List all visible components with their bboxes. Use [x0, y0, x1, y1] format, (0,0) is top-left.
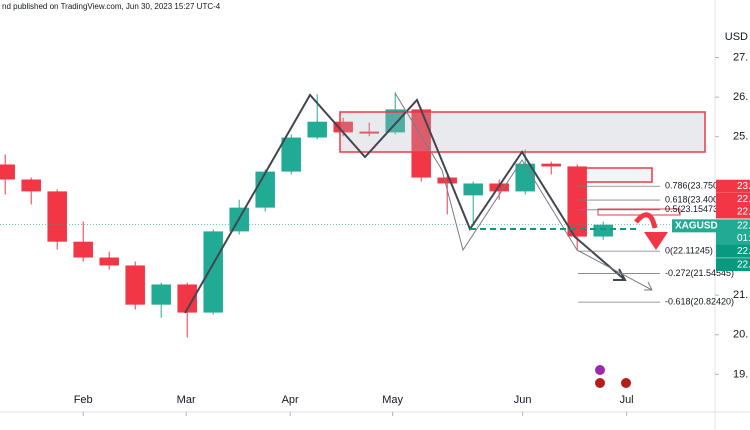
price-tag: [716, 192, 750, 206]
price-tag: [716, 205, 750, 219]
fib-label: 0.786(23.75091): [665, 181, 731, 191]
y-tick-label: 27.: [733, 51, 748, 63]
candle-body: [47, 191, 67, 242]
y-tick-label: 20.: [733, 329, 748, 341]
candle-body: [333, 121, 353, 133]
candle-body: [593, 224, 613, 237]
candle-body: [203, 231, 223, 313]
price-tag-label: 22.: [737, 259, 750, 270]
candle-body: [0, 164, 15, 180]
flag-icon: [595, 378, 605, 388]
x-tick-label: Mar: [177, 394, 196, 406]
zone-box: [584, 167, 653, 183]
price-tag: [716, 219, 750, 233]
price-tag: [716, 232, 750, 246]
fib-label: -0.272(21.54545): [665, 268, 734, 278]
candle-body: [177, 284, 197, 313]
price-tag-label: 23.: [737, 181, 750, 192]
candle-body: [307, 121, 327, 138]
price-tag: [716, 258, 750, 272]
header: nd published on TradingView.com, Jun 30,…: [2, 2, 221, 11]
symbol-label: XAGUSD: [675, 220, 718, 231]
curved-arrow: [634, 212, 658, 229]
y-tick-label: 19.: [733, 368, 748, 380]
candle-body: [359, 131, 379, 134]
zigzag: [184, 93, 626, 314]
y-tick-label: 25.: [733, 131, 748, 143]
candle-body: [99, 257, 119, 266]
x-tick-label: Jun: [514, 394, 532, 406]
x-tick-label: Jul: [620, 394, 634, 406]
candle-body: [281, 137, 301, 172]
event-icon: [595, 365, 605, 375]
x-tick-label: May: [382, 394, 403, 406]
drawings: 0.786(23.75091) 0.618(23.40070)0.5(23.154…: [184, 92, 734, 388]
candle-body: [437, 177, 457, 184]
candle-body: [255, 171, 275, 208]
supply-zone: [339, 111, 706, 153]
fib-label: -0.618(20.82420): [665, 296, 734, 306]
candle-body: [73, 241, 93, 258]
arrow-head: [613, 268, 627, 281]
candle-body: [21, 179, 41, 192]
price-tag-label: 22.: [737, 207, 750, 218]
price-tag-label: 22.: [737, 220, 750, 231]
candle-body: [515, 163, 535, 192]
candle-body: [567, 166, 587, 237]
fib-label: 0(22.11245): [665, 245, 713, 255]
price-tags: 23. 22. 22. 22. 01: 22. 22. XAGUSD: [672, 179, 750, 272]
x-tick-label: Apr: [282, 394, 299, 406]
zone-box: [597, 208, 681, 216]
candle-body: [125, 265, 145, 305]
candle-body: [463, 183, 483, 196]
price-tag-label: 01:: [737, 233, 750, 244]
x-tick-label: Feb: [74, 394, 93, 406]
curved-arrow-head: [644, 232, 668, 250]
price-tag-label: 22.: [737, 194, 750, 205]
price-tag: [716, 179, 750, 193]
y-tick-label: 26.: [733, 91, 748, 103]
candle-body: [411, 109, 431, 178]
y-tick-label: 21.: [733, 289, 748, 301]
candle-body: [541, 163, 561, 167]
currency: USD: [725, 31, 748, 43]
flag-icon: [621, 378, 631, 388]
zigzag-thin: [394, 92, 653, 291]
price-tag-label: 22.: [737, 246, 750, 257]
arrow-head: [644, 281, 653, 291]
fib-label: 0.618(23.40070): [665, 194, 731, 204]
plot: [0, 92, 715, 338]
candle-body: [385, 109, 405, 133]
fib-label: 0.5(23.15473): [665, 204, 721, 214]
candle-body: [151, 284, 171, 305]
price-tag: [716, 244, 750, 258]
symbol-tag: [672, 219, 716, 233]
axes: Feb Mar Apr May Jun Jul 27. 26. 25. 21. 20. 19.: [74, 51, 748, 416]
